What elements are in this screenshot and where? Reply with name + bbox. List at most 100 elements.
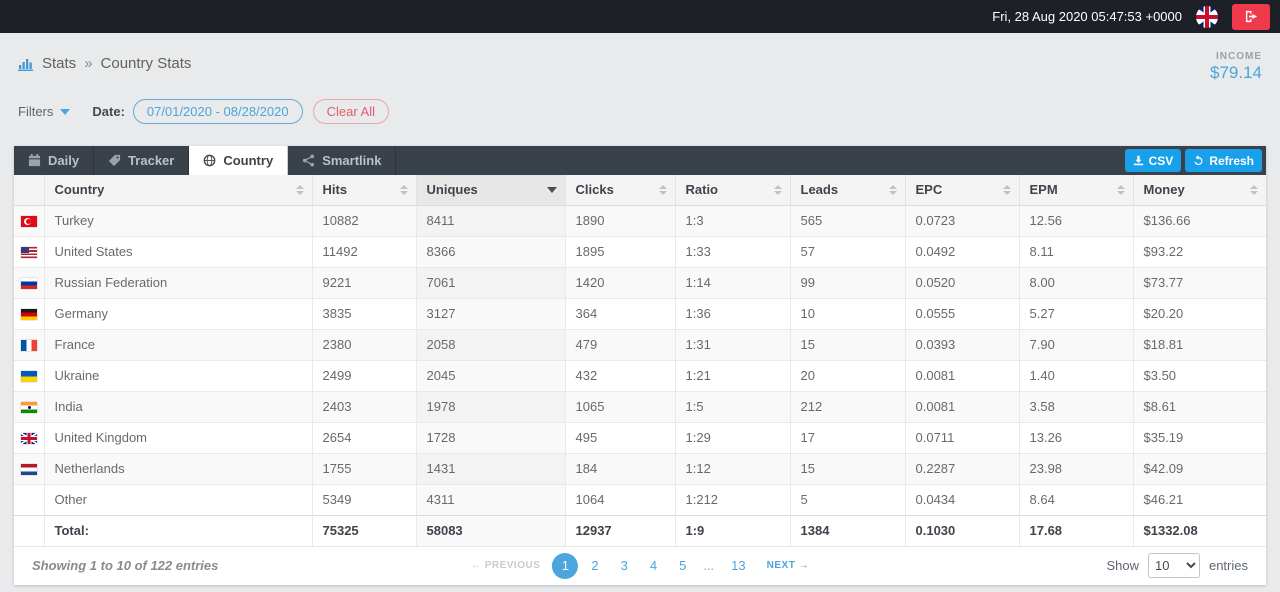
sort-icon [1116,184,1125,195]
cell-country: Netherlands [43,452,312,484]
cell-money: $136.66 [1132,204,1266,236]
cell-total-uniques: 58083 [415,514,565,547]
table-row: Turkey 10882 8411 1890 1:3 565 0.0723 12.56 $136… [14,204,1266,236]
cell-leads: 15 [789,328,905,360]
cell-epm: 8.64 [1018,483,1133,515]
language-flag-icon[interactable] [1196,5,1218,28]
cell-clicks: 1890 [564,204,675,236]
total-row: Total: 75325 58083 12937 1:9 1384 0.1030 17.68 $… [14,514,1266,547]
cell-money: $46.21 [1132,483,1266,515]
cell-clicks: 184 [564,452,675,484]
column-header-ratio[interactable]: Ratio [674,175,790,206]
cell-epc: 0.0081 [904,359,1019,391]
date-label: Date: [92,104,125,119]
column-header-uniques[interactable]: Uniques [415,175,565,206]
column-header-hits[interactable]: Hits [311,175,416,206]
flag-cell [14,514,44,547]
table-actions: CSV Refresh [1121,146,1266,175]
refresh-button-label: Refresh [1209,153,1254,168]
table-footer: Showing 1 to 10 of 122 entries ← PREVIOU… [14,547,1266,585]
cell-epm: 7.90 [1018,328,1133,360]
page-button-1[interactable]: 1 [552,552,579,579]
column-header-epc[interactable]: EPC [904,175,1019,206]
next-page-button[interactable]: NEXT → [766,560,810,571]
show-entries: Show 10 entries [1106,553,1248,578]
table-row: Ukraine 2499 2045 432 1:21 20 0.0081 1.40 $3.50 [14,359,1266,391]
cell-leads: 99 [789,266,905,298]
flag-cell [14,390,44,422]
breadcrumb: Stats » Country Stats [18,51,191,77]
column-header-epm[interactable]: EPM [1018,175,1133,206]
cell-leads: 212 [789,390,905,422]
page-button-4[interactable]: 4 [649,558,658,573]
income-label: INCOME [1216,51,1262,62]
cell-country: Russian Federation [43,266,312,298]
sort-icon [399,184,408,195]
sort-icon [773,184,782,195]
cell-country: Other [43,483,312,515]
page-button-5[interactable]: 5 [679,558,687,573]
globe-icon [203,154,216,167]
column-header-country[interactable]: Country [43,175,312,206]
tab-tracker[interactable]: Tracker [94,146,190,175]
cell-epc: 0.0723 [904,204,1019,236]
cell-uniques: 3127 [415,297,565,329]
cell-leads: 20 [789,359,905,391]
page-button-13[interactable]: 13 [731,558,746,573]
page-size-select[interactable]: 10 [1147,553,1200,578]
column-header-clicks[interactable]: Clicks [564,175,675,206]
sort-desc-icon [546,186,557,193]
cell-epm: 23.98 [1018,452,1133,484]
cell-country: Ukraine [43,359,312,391]
filters-dropdown[interactable]: Filters [18,104,71,119]
cell-uniques: 8366 [415,235,565,267]
date-range-button[interactable]: 07/01/2020 - 08/28/2020 [132,99,303,124]
table-row: United Kingdom 2654 1728 495 1:29 17 0.0711 13.… [14,421,1266,453]
tab-daily[interactable]: Daily [14,146,95,175]
cell-ratio: 1:12 [674,452,790,484]
table-row: Other 5349 4311 1064 1:212 5 0.0434 8.64 $46.21 [14,483,1266,515]
csv-button[interactable]: CSV [1124,149,1182,172]
flag-cell [14,328,44,360]
column-header-leads[interactable]: Leads [789,175,905,206]
country-stats-table: Country Hits Uniques Clicks Ratio Leads EPC EPM… [14,175,1266,547]
cell-uniques: 1728 [415,421,565,453]
income-widget: INCOME $79.14 [1210,51,1262,82]
cell-hits: 11492 [311,235,416,267]
cell-clicks: 1895 [564,235,675,267]
column-header-flag [14,175,44,206]
page-button-3[interactable]: 3 [620,558,628,573]
cell-epc: 0.0081 [904,390,1019,422]
cell-leads: 565 [789,204,905,236]
cell-total-epm: 17.68 [1018,514,1133,547]
tag-icon [108,154,121,167]
column-header-money[interactable]: Money [1132,175,1266,206]
cell-ratio: 1:29 [674,421,790,453]
flag-cell [14,235,44,267]
tab-smartlink[interactable]: Smartlink [288,146,397,175]
bar-chart-icon [18,57,34,71]
logout-button[interactable] [1232,3,1270,30]
cell-ratio: 1:36 [674,297,790,329]
pagination: ← PREVIOUS 1 2 3 4 5... 13 NEXT → [471,552,810,579]
cell-ratio: 1:3 [674,204,790,236]
refresh-button[interactable]: Refresh [1185,149,1262,172]
stats-card: Daily Tracker Country Smartlink CSV Refresh… [14,146,1266,585]
cell-ratio: 1:212 [674,483,790,515]
clear-all-button[interactable]: Clear All [312,99,390,124]
cell-money: $35.19 [1132,421,1266,453]
flag-cell [14,204,44,236]
cell-epm: 12.56 [1018,204,1133,236]
cell-total-leads: 1384 [789,514,905,547]
tab-country[interactable]: Country [189,146,289,175]
cell-clicks: 479 [564,328,675,360]
cell-country: Germany [43,297,312,329]
cell-hits: 2499 [311,359,416,391]
page-button-2[interactable]: 2 [591,558,599,573]
cell-country: France [43,328,312,360]
flag-cell [14,421,44,453]
sort-icon [1250,184,1258,195]
cell-epm: 8.00 [1018,266,1133,298]
cell-leads: 15 [789,452,905,484]
cell-uniques: 1978 [415,390,565,422]
